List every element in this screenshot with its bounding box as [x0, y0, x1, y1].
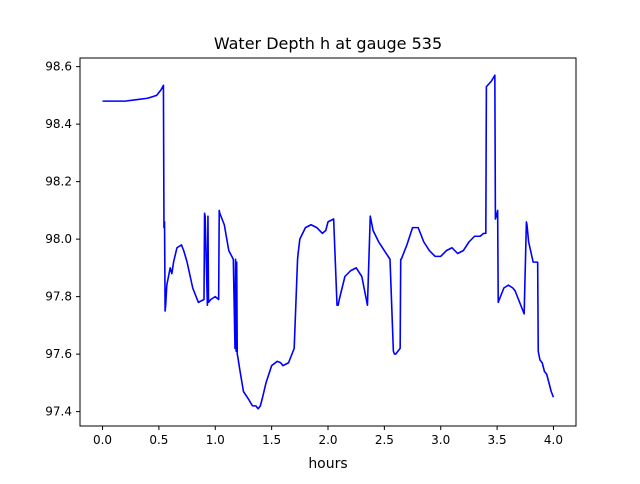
x-tick-label: 0.5: [149, 433, 168, 447]
y-tick-label: 98.2: [45, 175, 72, 189]
y-tick-label: 98.6: [45, 60, 72, 74]
x-tick-label: 3.0: [431, 433, 450, 447]
x-tick-label: 4.0: [544, 433, 563, 447]
y-tick-label: 97.6: [45, 347, 72, 361]
x-tick-label: 1.5: [262, 433, 281, 447]
series-line-0: [102, 74, 555, 410]
x-axis-label: hours: [308, 456, 347, 472]
x-tick-label: 3.5: [488, 433, 507, 447]
y-tick-label: 97.8: [45, 290, 72, 304]
y-tick-label: 98.4: [45, 117, 72, 131]
chart-title: Water Depth h at gauge 535: [214, 34, 442, 53]
x-axis: 0.0 0.5 1.0 1.5 2.0 2.5 3.0 3.5 4.0: [93, 426, 563, 447]
x-tick-label: 2.5: [375, 433, 394, 447]
y-axis: 97.4 97.6 97.8 98.0 98.2 98.4 98.6: [45, 60, 80, 419]
x-tick-label: 1.0: [206, 433, 225, 447]
plot-area: [102, 74, 555, 410]
x-tick-label: 0.0: [93, 433, 112, 447]
axes-frame: [79, 57, 577, 427]
y-tick-label: 97.4: [45, 405, 72, 419]
x-tick-label: 2.0: [318, 433, 337, 447]
y-tick-label: 98.0: [45, 232, 72, 246]
